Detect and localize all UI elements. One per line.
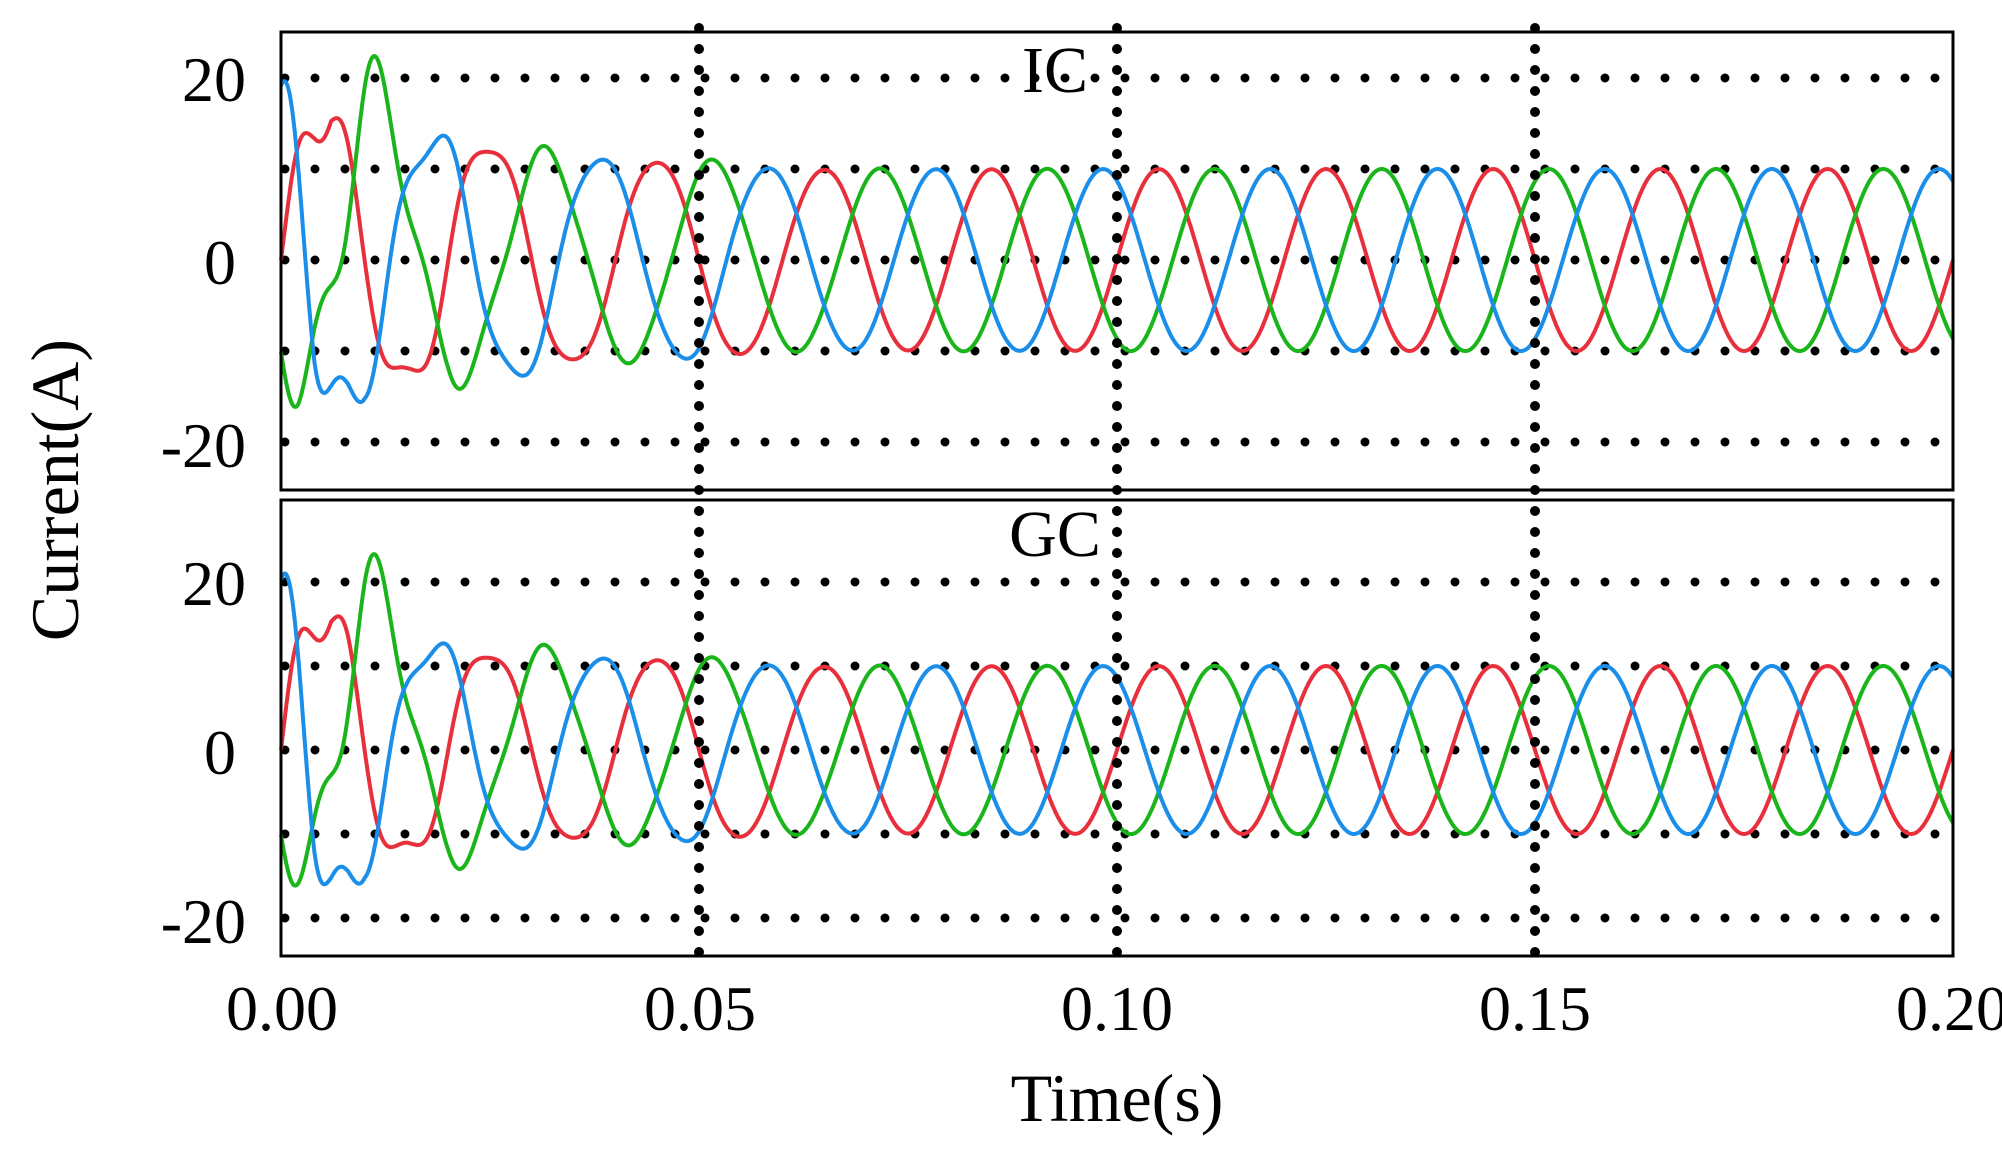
panel-ic: IC 20 0 -20: [161, 30, 1955, 492]
x-axis: 0.00 0.05 0.10 0.15 0.20: [226, 973, 2002, 1044]
x-axis-label: Time(s): [1011, 1060, 1224, 1136]
x-tick-0-05: 0.05: [644, 973, 756, 1044]
x-tick-0-15: 0.15: [1479, 973, 1591, 1044]
panel-gc-series-1-line: [279, 614, 1955, 850]
panel-gc-y-tick-0: 0: [204, 717, 236, 788]
vertical-event-lines: [694, 23, 1540, 965]
x-tick-0-10: 0.10: [1061, 973, 1173, 1044]
panel-ic-title: IC: [1022, 34, 1088, 107]
panel-ic-y-tick-20: 20: [182, 44, 246, 115]
y-axis-label: Current(A): [17, 339, 93, 641]
panel-ic-series-3-line: [279, 79, 1955, 405]
panel-ic-y-tick-0: 0: [204, 227, 236, 298]
panel-ic-y-tick-minus-20: -20: [161, 410, 246, 481]
x-tick-0-00: 0.00: [226, 973, 338, 1044]
panel-gc: GC 20 0 -20: [161, 498, 1955, 958]
panel-gc-y-tick-20: 20: [182, 548, 246, 619]
panel-gc-title: GC: [1009, 498, 1101, 571]
x-tick-0-20: 0.20: [1896, 973, 2002, 1044]
panel-gc-y-tick-minus-20: -20: [161, 886, 246, 957]
